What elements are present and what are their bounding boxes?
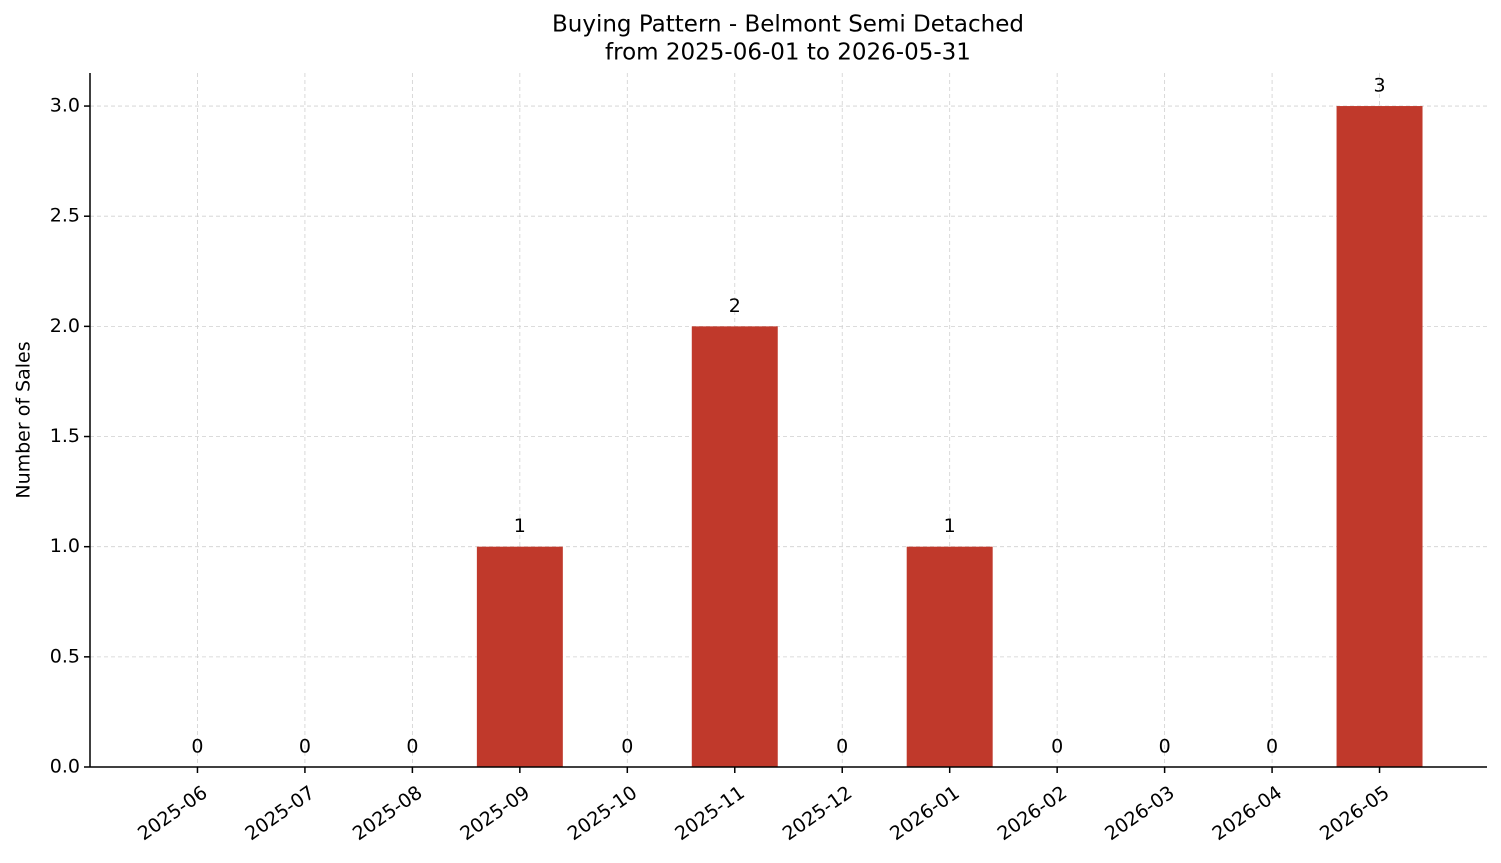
value-label: 0 — [1051, 736, 1063, 758]
x-tick-label: 2026-03 — [1101, 782, 1179, 846]
value-label: 0 — [1266, 736, 1278, 758]
value-label: 3 — [1373, 75, 1385, 97]
bar — [906, 546, 993, 767]
value-label: 0 — [1159, 736, 1171, 758]
y-tick-label: 3.0 — [50, 95, 80, 117]
x-tick-label: 2026-04 — [1208, 782, 1286, 846]
x-tick-label: 2026-02 — [994, 782, 1072, 846]
x-tick-label: 2025-06 — [134, 782, 212, 846]
value-label: 1 — [944, 515, 956, 537]
x-tick-label: 2026-05 — [1316, 782, 1394, 846]
x-tick-label: 2025-07 — [241, 782, 319, 846]
y-tick-label: 2.0 — [50, 315, 80, 337]
x-tick-label: 2026-01 — [886, 782, 964, 846]
y-tick-label: 1.0 — [50, 535, 80, 557]
chart-title: Buying Pattern - Belmont Semi Detached — [552, 12, 1024, 38]
x-tick-label: 2025-11 — [671, 782, 749, 846]
value-label: 0 — [836, 736, 848, 758]
bar — [1336, 106, 1423, 768]
y-tick-label: 0.5 — [50, 645, 80, 667]
y-tick-label: 0.0 — [50, 756, 80, 778]
y-tick-label: 2.5 — [50, 205, 80, 227]
x-tick-label: 2025-08 — [349, 782, 427, 846]
value-label: 0 — [406, 736, 418, 758]
bar — [691, 326, 778, 767]
value-label: 0 — [621, 736, 633, 758]
y-axis-label: Number of Sales — [13, 341, 35, 498]
x-tick-label: 2025-10 — [564, 782, 642, 846]
chart-subtitle: from 2025-06-01 to 2026-05-31 — [605, 40, 971, 66]
y-tick-label: 1.5 — [50, 425, 80, 447]
x-tick-label: 2025-12 — [779, 782, 857, 846]
x-tick-label: 2025-09 — [456, 782, 534, 846]
value-label: 1 — [514, 515, 526, 537]
bar — [476, 546, 563, 767]
value-label: 2 — [729, 295, 741, 317]
value-label: 0 — [299, 736, 311, 758]
value-label: 0 — [191, 736, 203, 758]
